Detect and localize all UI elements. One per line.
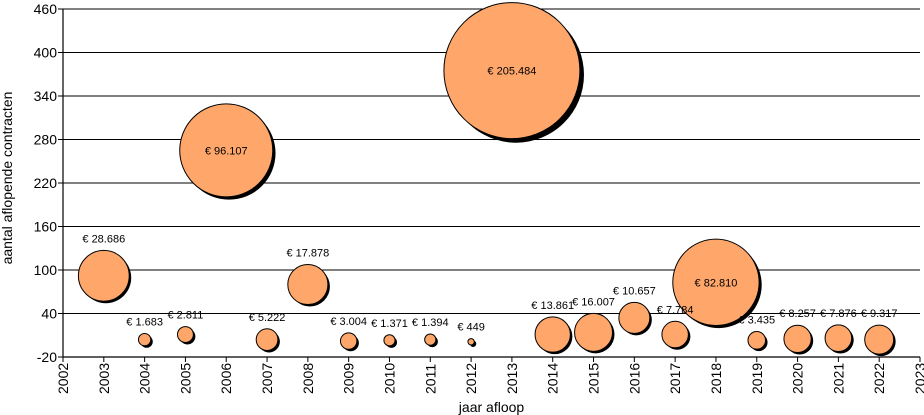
- bubble-label-2006: € 96.107: [205, 145, 248, 157]
- bubble-label-2007: € 5.222: [249, 312, 286, 324]
- x-tick-label: 2005: [177, 363, 193, 394]
- bubble-label-2009: € 3.004: [330, 316, 367, 328]
- y-axis-title: aantal aflopende contracten: [0, 92, 15, 265]
- bubble-label-2019: € 3.435: [738, 315, 775, 327]
- y-tick-label: 100: [34, 262, 58, 278]
- x-tick-label: 2017: [667, 363, 683, 394]
- bubble-2014: [534, 316, 571, 353]
- bubble-label-2011: € 1.394: [412, 317, 449, 329]
- x-tick-label: 2019: [749, 363, 765, 394]
- bubble-label-2020: € 8.257: [779, 308, 816, 320]
- y-tick-label: 160: [34, 219, 58, 235]
- bubble-2020: [783, 324, 812, 354]
- bubble-2022: [864, 324, 895, 355]
- bubble-label-2022: € 9.317: [861, 308, 898, 320]
- bubble-label-2014: € 13.861: [531, 300, 574, 312]
- y-tick-label: -20: [37, 349, 57, 365]
- bubble-2007: [255, 328, 279, 351]
- bubble-label-2004: € 1.683: [126, 316, 163, 328]
- bubble-2008: [287, 263, 329, 306]
- bubble-label-2016: € 10.657: [613, 285, 656, 297]
- axes: -20 40 100 160 220 280 340 400 460 2002 2003 2004 20…: [34, 1, 924, 394]
- bubble-label-2005: € 2.811: [167, 310, 203, 322]
- bubble-2019: [747, 331, 767, 350]
- bubble-label-2021: € 7.876: [820, 308, 857, 320]
- y-tick-label: 40: [41, 306, 57, 322]
- bubble-label-2010: € 1.371: [371, 318, 408, 330]
- bubble-labels: € 28.686 € 1.683 € 2.811 € 96.107 € 5.222 € 1…: [82, 66, 897, 334]
- bubble-label-2015: € 16.007: [572, 296, 615, 308]
- x-tick-label: 2003: [96, 363, 112, 394]
- bubble-2016: [618, 301, 651, 334]
- bubble-2006: [179, 103, 274, 198]
- bubble-2009: [339, 332, 358, 350]
- x-tick-label: 2004: [137, 363, 153, 394]
- y-tick-label: 280: [34, 132, 58, 148]
- x-tick-label: 2014: [545, 363, 561, 394]
- x-tick-label: 2023: [912, 363, 924, 394]
- x-tick-label: 2002: [55, 363, 71, 394]
- bubble-label-2018: € 82.810: [695, 277, 738, 289]
- bubble-label-2012: € 449: [457, 322, 485, 334]
- bubble-label-2017: € 7.784: [657, 304, 694, 316]
- x-tick-label: 2015: [586, 363, 602, 394]
- y-tick-label: 460: [34, 1, 58, 17]
- bubble-2018: [672, 238, 760, 326]
- x-tick-label: 2013: [504, 363, 520, 394]
- x-tick-label: 2022: [871, 363, 887, 394]
- y-tick-label: 340: [34, 88, 58, 104]
- bubble-2011: [424, 333, 437, 346]
- y-tick-label: 400: [34, 45, 58, 61]
- x-tick-label: 2008: [300, 363, 316, 394]
- x-tick-label: 2021: [830, 363, 846, 394]
- bubble-label-2008: € 17.878: [286, 247, 329, 259]
- bubble-label-2013: € 205.484: [487, 66, 536, 78]
- bubble-2012: [467, 338, 475, 346]
- bubble-2004: [137, 332, 152, 347]
- y-tick-label: 220: [34, 175, 58, 191]
- x-tick-label: 2007: [259, 363, 275, 394]
- x-tick-label: 2009: [341, 363, 357, 394]
- x-tick-label: 2006: [218, 363, 234, 394]
- bubble-2010: [383, 334, 396, 347]
- bubble-2003: [77, 249, 130, 302]
- bubble-2017: [661, 320, 689, 349]
- bubble-label-2003: € 28.686: [82, 233, 125, 245]
- bubbles: [77, 2, 896, 357]
- x-tick-label: 2018: [708, 363, 724, 394]
- bubble-2013: [443, 2, 581, 140]
- x-tick-label: 2016: [626, 363, 642, 394]
- x-axis-title: jaar afloop: [458, 399, 525, 415]
- bubble-2021: [824, 324, 853, 352]
- bubble-2005: [176, 326, 194, 343]
- x-tick-label: 2020: [790, 363, 806, 394]
- x-tick-label: 2012: [463, 363, 479, 394]
- x-tick-label: 2011: [422, 364, 438, 394]
- bubble-2015: [574, 312, 614, 352]
- x-tick-label: 2010: [381, 363, 397, 394]
